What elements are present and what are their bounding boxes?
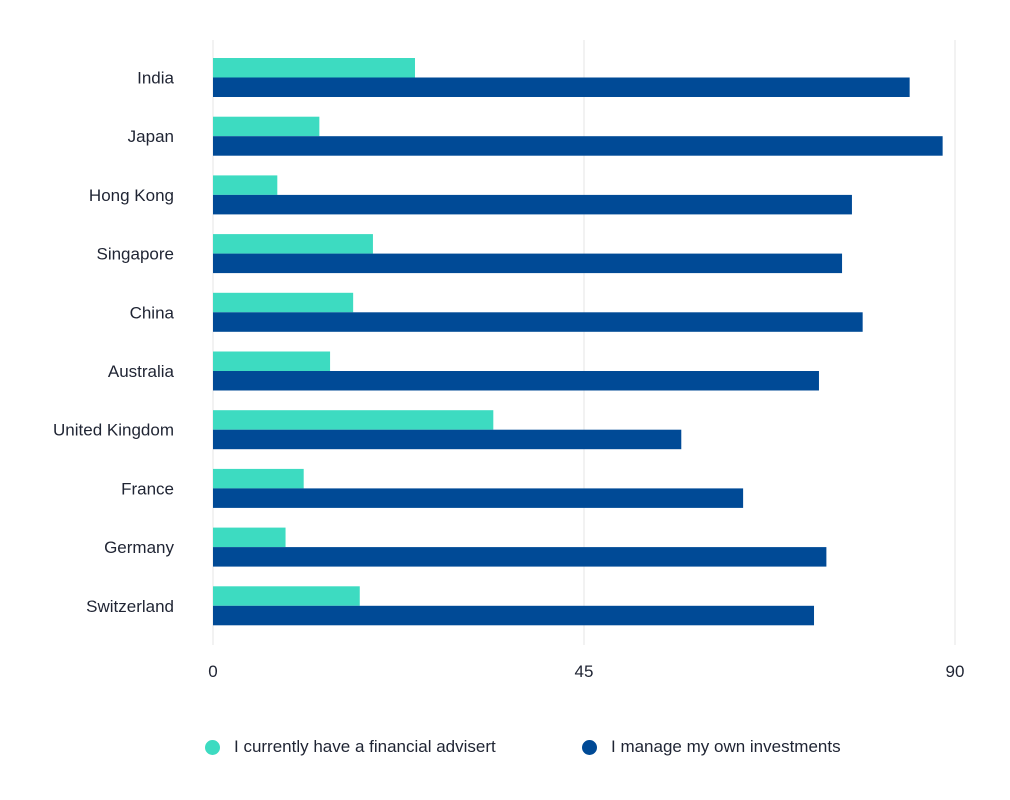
bar-advisor <box>213 234 373 254</box>
bar-self-managed <box>213 547 827 567</box>
bar-advisor <box>213 586 360 606</box>
category-label: Hong Kong <box>89 186 174 205</box>
category-label: France <box>121 479 174 498</box>
bar-self-managed <box>213 312 863 332</box>
bar-chart: 0 45 90 India Japan Hong Kong Singapore China Au… <box>53 40 965 681</box>
legend-label-advisor: I currently have a financial advisert <box>234 737 496 756</box>
category-label: India <box>137 69 174 88</box>
legend-item-advisor: I currently have a financial advisert <box>205 737 496 757</box>
category-label: China <box>130 303 175 322</box>
legend: I currently have a financial advisert I … <box>0 735 1010 761</box>
bar-self-managed <box>213 605 815 626</box>
bar-advisor <box>213 410 494 430</box>
legend-swatch-advisor <box>205 739 220 755</box>
bar-self-managed <box>213 194 852 215</box>
x-tick-label: 0 <box>208 662 217 681</box>
category-label: Singapore <box>96 245 174 264</box>
bar-self-managed <box>213 429 682 450</box>
bar-self-managed <box>213 253 843 274</box>
x-tick-label: 90 <box>946 662 965 681</box>
category-label: Switzerland <box>86 597 174 616</box>
category-label: Germany <box>104 538 174 557</box>
bar-advisor <box>213 292 354 313</box>
bar-self-managed <box>213 371 819 391</box>
category-label: Japan <box>128 127 174 146</box>
bar-advisor <box>213 175 278 195</box>
legend-swatch-self-managed <box>582 739 597 755</box>
bar-self-managed <box>213 488 744 508</box>
bar-advisor <box>213 468 304 489</box>
bar-self-managed <box>213 77 910 97</box>
legend-label-self-managed: I manage my own investments <box>611 737 841 756</box>
bar-advisor <box>213 351 331 371</box>
bar-advisor <box>213 527 286 548</box>
category-label: United Kingdom <box>53 421 174 440</box>
bar-advisor <box>213 58 415 78</box>
x-tick-label: 45 <box>575 662 594 681</box>
bar-advisor <box>213 116 320 137</box>
category-label: Australia <box>108 362 175 381</box>
legend-item-self-managed: I manage my own investments <box>582 737 841 757</box>
bar-self-managed <box>213 136 943 156</box>
